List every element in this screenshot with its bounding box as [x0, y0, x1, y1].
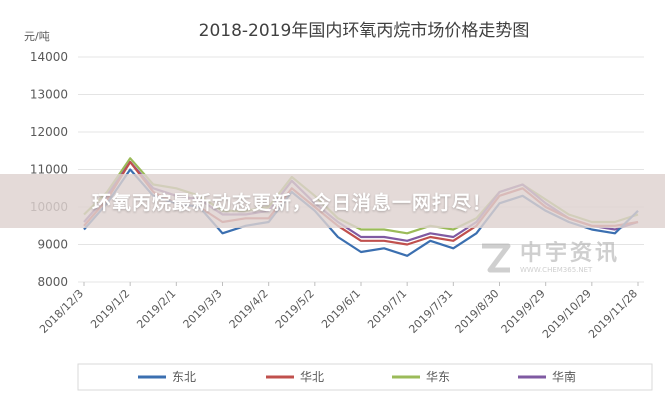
- x-tick-label: 2018/12/3: [37, 287, 86, 336]
- x-tick-label: 2019/5/2: [273, 287, 317, 331]
- x-tick-label: 2019/3/3: [180, 287, 224, 331]
- y-axis-unit-label: 元/吨: [24, 30, 50, 43]
- x-axis-tick-labels: 2018/12/3 2019/1/2 2019/2/1 2019/3/3 2019/4/…: [37, 282, 640, 341]
- x-tick-label: 2019/11/28: [586, 287, 640, 341]
- legend-frame: [77, 363, 653, 391]
- y-tick-label: 9000: [37, 238, 68, 252]
- x-tick-label: 2019/9/29: [499, 287, 548, 336]
- y-tick-label: 13000: [30, 88, 68, 102]
- legend-label: 华东: [426, 370, 450, 384]
- y-tick-label: 14000: [30, 50, 68, 64]
- watermark-url: WWW.CHEM365.NET: [520, 265, 593, 274]
- chart-title: 2018-2019年国内环氧丙烷市场价格走势图: [199, 21, 530, 41]
- y-tick-label: 11000: [30, 163, 68, 177]
- x-tick-label: 2019/1/2: [88, 287, 132, 331]
- y-axis-tick-labels: 800090001000011000120001300014000: [30, 50, 68, 289]
- x-tick-label: 2019/6/1: [319, 287, 363, 331]
- legend-label: 东北: [172, 370, 196, 384]
- watermark-brand: 中宇资讯: [520, 240, 621, 266]
- legend-label: 华南: [552, 369, 576, 384]
- y-tick-label: 8000: [37, 275, 68, 289]
- legend-label: 华北: [300, 370, 324, 384]
- x-tick-label: 2019/2/1: [134, 287, 178, 331]
- headline-text: 环氧丙烷最新动态更新，今日消息一网打尽！: [92, 191, 493, 214]
- x-tick-label: 2019/8/30: [453, 287, 502, 336]
- y-tick-label: 12000: [30, 125, 68, 139]
- legend: 东北 华北 华东 华南: [138, 369, 576, 384]
- x-tick-label: 2019/7/1: [365, 287, 409, 331]
- watermark: 中宇资讯 WWW.CHEM365.NET: [478, 240, 648, 276]
- x-tick-label: 2019/7/31: [406, 287, 455, 336]
- brand-logo-icon: [482, 243, 511, 273]
- x-tick-label: 2019/4/2: [227, 287, 271, 331]
- headline-banner: 环氧丙烷最新动态更新，今日消息一网打尽！: [0, 174, 665, 228]
